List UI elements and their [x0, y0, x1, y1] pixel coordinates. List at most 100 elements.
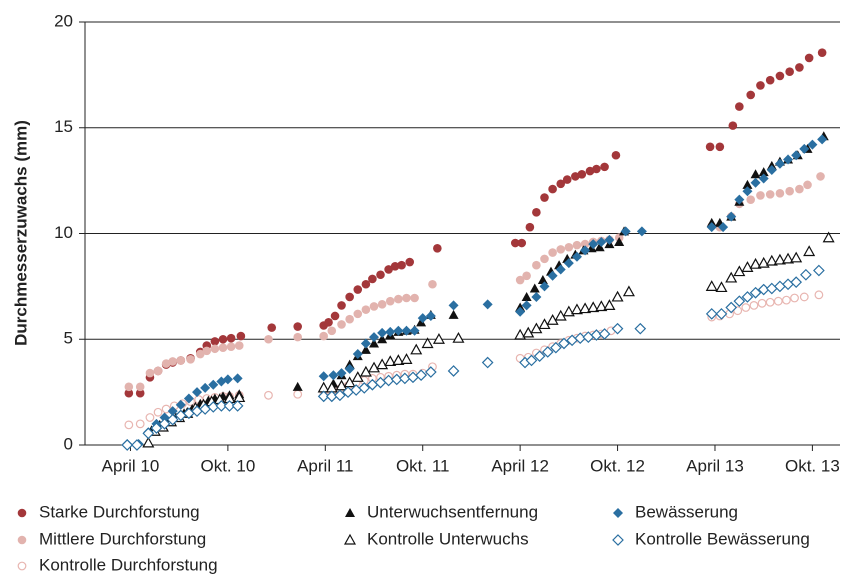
- point: [385, 296, 395, 306]
- point: [546, 313, 559, 325]
- point: [570, 303, 583, 315]
- point: [563, 258, 574, 269]
- point: [750, 177, 761, 188]
- point: [384, 355, 397, 367]
- point: [814, 290, 824, 300]
- point: [705, 308, 718, 320]
- point: [562, 305, 575, 317]
- point: [564, 242, 574, 252]
- point: [481, 356, 494, 369]
- point: [153, 407, 163, 417]
- point: [236, 331, 246, 341]
- point: [766, 165, 777, 176]
- point: [554, 309, 567, 321]
- point: [215, 400, 228, 412]
- legend-label: Kontrolle Unterwuchs: [367, 529, 529, 548]
- y-tick-label: 5: [64, 329, 73, 348]
- point: [595, 300, 608, 312]
- legend-marker: [17, 535, 27, 545]
- point: [153, 366, 163, 376]
- point: [218, 343, 228, 353]
- legend-marker: [613, 508, 623, 518]
- point: [376, 270, 385, 280]
- point: [705, 142, 715, 152]
- point: [393, 325, 404, 336]
- point: [734, 194, 745, 205]
- point: [733, 265, 746, 277]
- point: [531, 291, 542, 302]
- point: [337, 320, 346, 329]
- point: [433, 244, 442, 253]
- point: [135, 419, 145, 429]
- point: [541, 346, 554, 358]
- point: [124, 382, 134, 392]
- point: [785, 186, 794, 196]
- point: [775, 71, 785, 81]
- point: [367, 361, 381, 373]
- point: [585, 166, 595, 176]
- point: [741, 303, 751, 312]
- point: [790, 251, 803, 263]
- point: [337, 301, 346, 310]
- point: [142, 427, 155, 440]
- point: [264, 334, 273, 344]
- point: [522, 326, 535, 338]
- point: [790, 293, 799, 303]
- point: [791, 150, 802, 161]
- point: [611, 150, 621, 160]
- point: [525, 222, 535, 232]
- point: [376, 358, 389, 370]
- legend-label: Bewässerung: [635, 502, 738, 521]
- point: [773, 296, 783, 306]
- point: [555, 264, 566, 275]
- point: [580, 239, 590, 249]
- point: [620, 226, 631, 237]
- legend-marker: [343, 533, 357, 545]
- point: [448, 300, 459, 311]
- point: [452, 331, 465, 343]
- point: [384, 265, 393, 274]
- point: [783, 154, 794, 165]
- point: [377, 334, 388, 344]
- x-tick-label: April 11: [297, 456, 353, 475]
- point: [742, 186, 753, 197]
- point: [405, 257, 415, 267]
- point: [432, 333, 445, 344]
- legend-label: Kontrolle Durchforstung: [39, 555, 218, 574]
- point: [292, 381, 303, 391]
- point: [168, 357, 177, 366]
- point: [394, 294, 403, 304]
- point: [571, 251, 582, 262]
- point: [774, 280, 786, 293]
- point: [799, 292, 809, 302]
- point: [234, 341, 244, 350]
- x-tick-label: Okt. 12: [590, 456, 645, 475]
- point: [579, 302, 592, 314]
- point: [750, 169, 761, 179]
- point: [358, 382, 371, 394]
- point: [757, 298, 767, 308]
- point: [417, 313, 428, 324]
- point: [756, 191, 765, 200]
- point: [603, 299, 616, 311]
- point: [715, 281, 728, 293]
- point: [795, 63, 804, 72]
- point: [522, 271, 531, 281]
- point: [587, 301, 600, 313]
- point: [360, 344, 371, 354]
- point: [369, 302, 379, 311]
- point: [351, 371, 364, 382]
- point: [334, 389, 346, 402]
- point: [166, 413, 179, 426]
- point: [537, 275, 548, 285]
- point: [335, 379, 348, 391]
- point: [231, 400, 244, 412]
- point: [817, 134, 828, 145]
- point: [226, 333, 236, 343]
- point: [735, 102, 744, 111]
- point: [803, 245, 816, 257]
- point: [344, 363, 355, 374]
- point: [733, 306, 743, 316]
- y-tick-label: 15: [54, 117, 73, 136]
